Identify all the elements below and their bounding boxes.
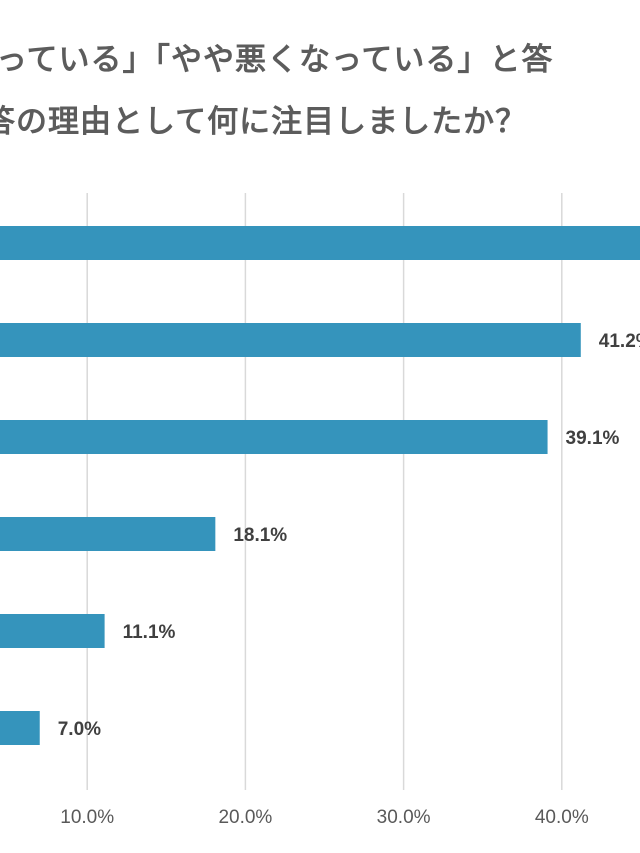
bar [0,420,548,454]
x-tick-label: 40.0% [535,807,589,828]
x-tick-label: 10.0% [60,807,114,828]
chart-title-line-1: っている」「やや悪くなっている」と答 [0,42,554,78]
bar [0,711,40,745]
data-label: 41.2% [599,331,640,352]
bar [0,226,640,260]
chart-title-line-2: 答の理由として何に注目しましたか？ [0,104,528,140]
data-label: 11.1% [123,622,176,643]
x-tick-label: 30.0% [377,807,431,828]
data-label: 18.1% [233,525,287,546]
data-label: 39.1% [566,428,620,449]
bar [0,517,216,551]
bar [0,323,581,357]
data-label: 7.0% [58,719,101,740]
bar [0,614,105,648]
x-tick-label: 20.0% [218,807,272,828]
